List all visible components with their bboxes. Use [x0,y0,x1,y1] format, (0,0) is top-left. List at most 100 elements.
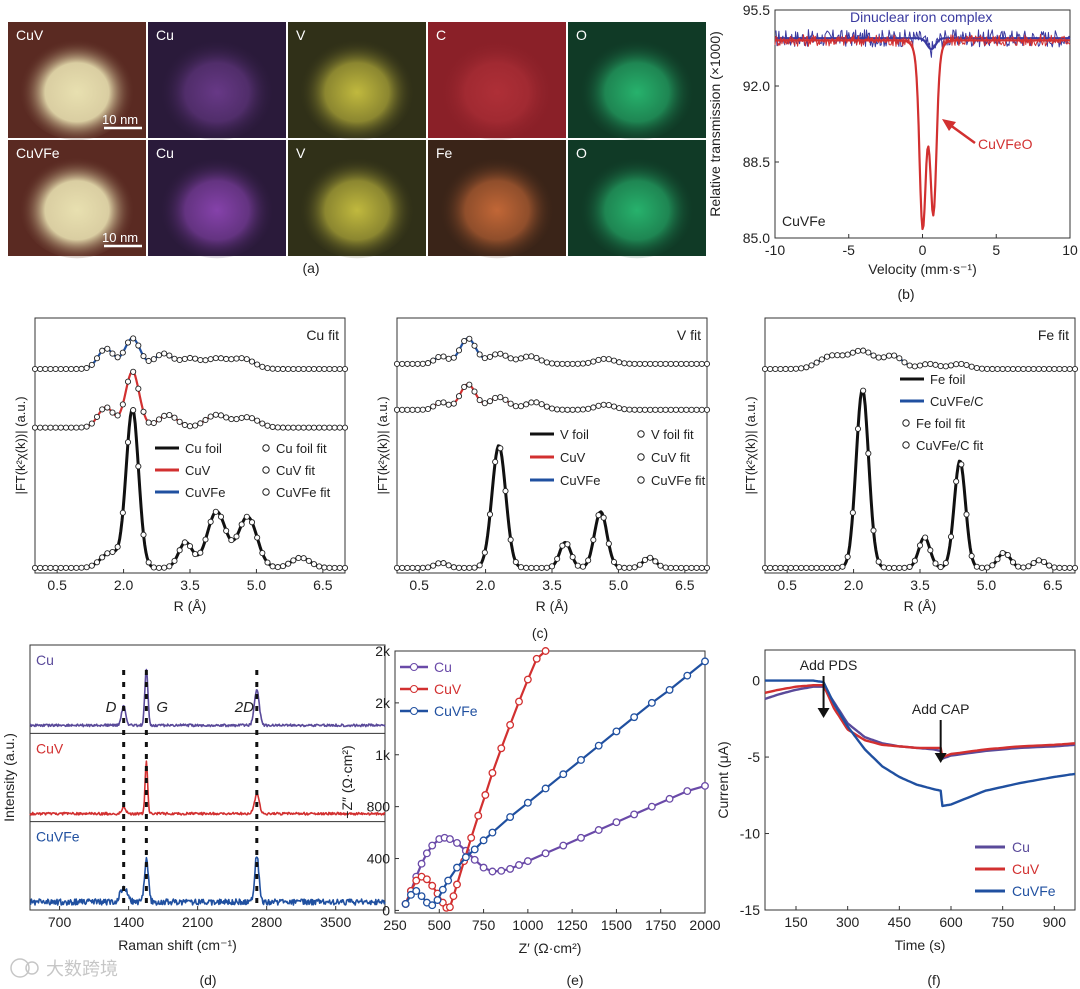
scale-bar-label: 10 nm [102,230,138,245]
exafs-fit-point [932,560,939,567]
exafs-fit-point [461,383,468,391]
exafs-fit-point [953,361,960,368]
exafs-fit-point [109,350,116,357]
current-x-tick-label: 900 [1043,914,1067,930]
legend-label: CuV fit [276,463,315,478]
exafs-fit-point [818,356,825,363]
exafs-fit-point [590,536,597,543]
exafs-fit-point [83,564,90,571]
exafs-fit-point [1071,564,1079,571]
exafs-fit-point [703,360,711,367]
exafs-fit-point [548,360,556,367]
nyquist-point [683,671,692,680]
exafs-fit-point [1046,365,1053,373]
exafs-fit-point [119,401,126,408]
annotation-arrow-head [942,119,956,131]
exafs-fit-point [135,463,142,470]
exafs-fit-point [616,359,623,366]
exafs-fit-point [161,564,168,571]
exafs-fit-point [927,547,934,554]
nyquist-point [701,781,709,790]
exafs-fit-point [424,405,432,413]
nyquist-point [467,833,476,842]
exafs-x-c3-tick-label: 5.0 [977,577,997,593]
exafs-fit-point [37,424,44,431]
exafs-fit-point [104,550,111,557]
exafs-fit-point [471,342,478,349]
exafs-fit-point [958,461,965,468]
exafs-fit-point [62,365,70,373]
exafs-fit-point [688,360,695,367]
legend-fit-marker [637,476,645,484]
exafs-fit-point [476,351,483,358]
exafs-fit-point [1035,557,1042,564]
exafs-fit-point [135,385,142,392]
exafs-fit-point [870,527,877,534]
current-line-cuvfe [765,679,1076,808]
exafs-fit-point [999,549,1006,557]
exafs-fit-point [693,406,700,413]
exafs-fit-point [989,365,996,373]
exafs-fit-point [621,406,628,413]
nyquist-point [488,828,497,837]
exafs-fit-point [533,564,540,571]
nyquist-point [461,853,470,862]
exafs-fit-point [88,420,95,427]
exafs-fit-point [450,564,457,571]
exafs-fit-point [999,365,1006,373]
exafs-fit-point [248,358,256,365]
exafs-fit-point [647,554,654,561]
exafs-fit-point [310,561,318,568]
exafs-fit-point [331,424,338,431]
exafs-fit-point [466,381,473,388]
exafs-fit-point [916,362,924,369]
exafs-fit-point [688,564,695,571]
exafs-fit-point [585,405,592,412]
exafs-fit-point [792,564,800,571]
nyquist-line-cu [404,784,706,905]
exafs-fit-point [419,360,426,367]
exafs-fit-point [631,564,638,571]
exafs-fit-point [641,360,649,367]
raman-frame [29,644,386,911]
nyquist-x-tick-label: 1000 [512,917,543,933]
exafs-fit-point [316,365,323,373]
current-y-tick-label: -10 [740,826,760,842]
exafs-fit-point [1051,564,1058,571]
mossbauer-x-tick-label: 10 [1062,242,1078,258]
exafs-fit-point [47,424,54,431]
exafs-fit-point [1066,564,1073,571]
exafs-fit-point [305,424,312,431]
exafs-fit-point [181,539,188,546]
exafs-fit-point [600,401,607,408]
exafs-fit-point [192,422,199,429]
exafs-fit-point [595,402,602,409]
exafs-fit-point [963,361,970,369]
exafs-fit-point [254,361,261,368]
exafs-fit-point [124,378,132,385]
nyquist-point [497,866,506,875]
nyquist-point [515,697,523,706]
exafs-fit-point [605,356,612,363]
nyquist-point [428,901,437,910]
exafs-fit-point [901,359,908,366]
exafs-fit-point [667,360,674,367]
legend-label: CuV [434,681,462,697]
exafs-fit-point [574,406,581,413]
mossbauer-y-tick-label: 92.0 [743,78,770,94]
exafs-fit-point [124,339,132,346]
exafs-fit-point [1025,365,1032,373]
current-line-cuv [764,684,1076,759]
current-y-tick-label: -5 [748,749,761,765]
legend-label: CuV fit [651,450,690,465]
caption-a: (a) [302,260,319,276]
exafs-fit-point [767,564,774,571]
exafs-fit-point [207,518,214,525]
exafs-fit-point [891,352,898,359]
exafs-fit-point [610,357,618,364]
particle-blob [299,151,415,259]
exafs-fit-point [937,564,944,571]
exafs-fit-point [698,406,705,413]
mossbauer-inner-label: CuVFe [782,213,826,229]
nyquist-point [577,833,585,842]
